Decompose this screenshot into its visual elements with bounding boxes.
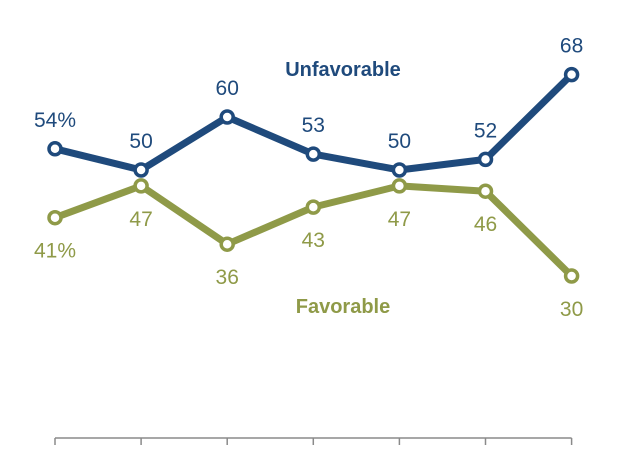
data-label-favorable: 43 xyxy=(302,229,325,252)
data-label-favorable: 46 xyxy=(474,213,497,236)
data-point-unfavorable xyxy=(477,151,494,168)
data-point-favorable xyxy=(305,199,322,215)
data-label-favorable: 30 xyxy=(560,298,583,321)
data-point-unfavorable xyxy=(219,109,235,125)
data-point-unfavorable xyxy=(305,146,322,162)
data-point-unfavorable xyxy=(391,162,408,178)
data-point-favorable xyxy=(47,209,63,226)
series-name-labels: Unfavorable Favorable xyxy=(285,59,401,318)
data-label-favorable: 41% xyxy=(34,240,76,263)
data-point-unfavorable xyxy=(47,141,63,157)
data-point-unfavorable xyxy=(133,162,149,178)
data-label-unfavorable: 68 xyxy=(560,35,583,58)
data-label-favorable: 36 xyxy=(216,266,239,289)
series-layer xyxy=(47,66,580,284)
data-label-favorable: 47 xyxy=(388,208,411,231)
data-point-favorable xyxy=(391,178,408,194)
data-point-unfavorable xyxy=(563,66,580,83)
x-axis xyxy=(54,437,573,445)
data-point-favorable xyxy=(133,178,149,194)
data-point-favorable xyxy=(219,236,235,252)
data-labels: 54% 50 60 53 50 52 68 41% 47 36 43 47 46 30 xyxy=(34,35,583,321)
data-label-unfavorable: 60 xyxy=(216,77,239,100)
data-label-favorable: 47 xyxy=(129,208,152,231)
data-label-unfavorable: 50 xyxy=(129,130,152,153)
data-label-unfavorable: 52 xyxy=(474,119,497,142)
data-label-unfavorable: 50 xyxy=(388,130,411,153)
series-name-favorable: Favorable xyxy=(296,296,390,318)
data-label-unfavorable: 54% xyxy=(34,109,76,132)
series-name-unfavorable: Unfavorable xyxy=(285,59,401,81)
data-point-favorable xyxy=(563,268,580,284)
data-point-favorable xyxy=(477,183,494,199)
data-label-unfavorable: 53 xyxy=(302,114,325,137)
